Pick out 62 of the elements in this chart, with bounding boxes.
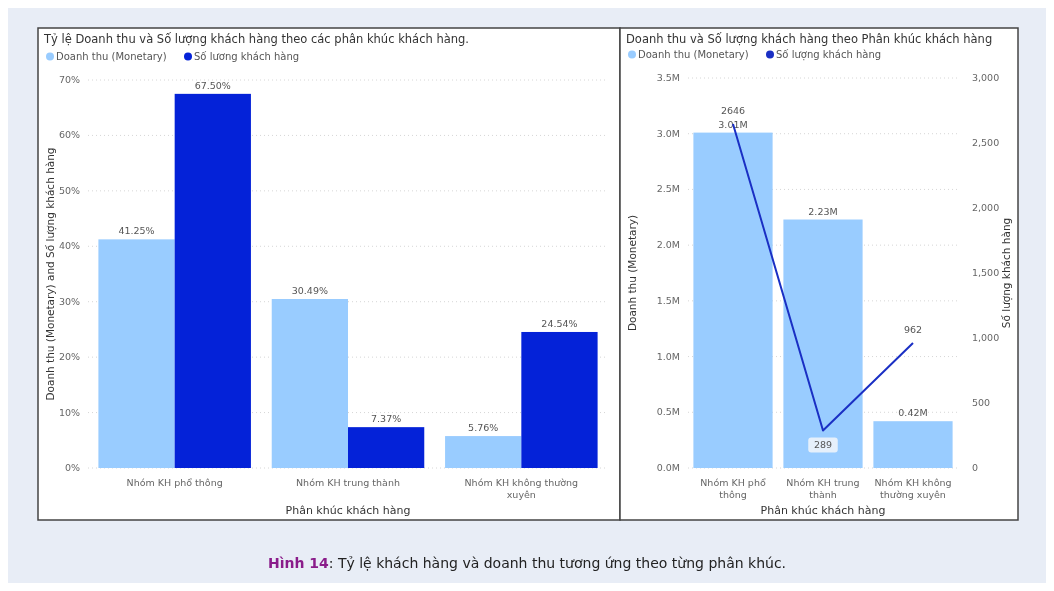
y-tick-label: 10%: [58, 406, 80, 418]
y-tick-label: 60%: [58, 129, 80, 141]
chart-title: Tỷ lệ Doanh thu và Số lượng khách hàng theo các phân khúc khách hàng.: [43, 32, 469, 46]
legend-label: Số lương khách hàng: [194, 51, 300, 62]
y-tick-label: 70%: [58, 74, 80, 85]
y2-tick-label: 2,000: [972, 202, 1000, 213]
chart-title: Doanh thu và Số lượng khách hàng theo Phân khúc khách hàng: [626, 32, 993, 46]
x-axis-title: Phân khúc khách hàng: [760, 504, 886, 517]
y2-tick-label: 0: [972, 462, 979, 473]
y2-tick-label: 500: [972, 397, 991, 408]
bar: [873, 421, 953, 468]
bar: [271, 299, 348, 468]
y-tick-label: 2.5M: [656, 183, 680, 195]
x-tick-label: Nhóm KH trung thành: [786, 477, 860, 500]
y-tick-label: 0.5M: [656, 406, 680, 418]
data-label: 24.54%: [541, 317, 578, 329]
bar: [174, 93, 251, 468]
x-tick-label: Nhóm KH không thường xuyên: [464, 477, 579, 500]
data-label: 5.76%: [468, 422, 499, 434]
x-tick-label: Nhóm KH phổ thông: [700, 477, 766, 500]
legend-label: Doanh thu (Monetary): [638, 49, 749, 60]
y-tick-label: 3.5M: [656, 72, 680, 83]
bar: [783, 219, 863, 468]
y-axis-title: Doanh thu (Monetary): [626, 214, 638, 332]
data-label: 2646: [720, 105, 746, 117]
y-axis-title: Doanh thu (Monetary) and Số lượng khách hàng: [44, 147, 57, 401]
text: Hình 14: Tỷ lệ khách hàng và doanh thu tương ứng theo từng phân khúc.: [267, 555, 787, 571]
y2-tick-label: 1,000: [972, 332, 1000, 343]
y2-axis-title: Số lượng khách hàng: [1000, 217, 1013, 329]
y-tick-label: 0%: [64, 462, 80, 473]
y-tick-label: 2.0M: [656, 239, 680, 251]
legend-label: Số lượng khách hàng: [776, 49, 882, 61]
x-tick-label: Nhóm KH không thường xuyên: [874, 477, 952, 500]
bar: [693, 132, 773, 468]
y-tick-label: 0.0M: [656, 462, 680, 473]
y2-tick-label: 1,500: [972, 267, 1000, 278]
data-label: 7.37%: [371, 413, 402, 425]
data-label: 3.01M: [718, 118, 748, 130]
data-label: 41.25%: [118, 225, 155, 237]
legend-label: Doanh thu (Monetary): [56, 51, 167, 62]
x-axis-title: Phân khúc khách hàng: [285, 504, 411, 517]
y-tick-label: 50%: [58, 184, 80, 196]
bar: [521, 331, 598, 468]
bar: [348, 427, 425, 468]
x-tick-label: Nhóm KH phổ thông: [126, 477, 223, 488]
data-label: 289: [813, 439, 833, 451]
x-tick-label: Nhóm KH trung thành: [296, 477, 400, 488]
y-tick-label: 20%: [58, 351, 80, 363]
data-label: 67.50%: [194, 79, 231, 91]
bar: [445, 436, 522, 468]
y-tick-label: 3.0M: [656, 127, 680, 139]
y-tick-label: 1.0M: [656, 350, 680, 362]
data-label: 962: [903, 323, 923, 335]
y-tick-label: 1.5M: [656, 294, 680, 306]
data-label: 2.23M: [808, 205, 838, 217]
y-tick-label: 30%: [58, 295, 80, 307]
y-tick-label: 40%: [58, 240, 80, 252]
y2-tick-label: 3,000: [972, 72, 1000, 83]
data-label: 0.42M: [898, 407, 928, 419]
data-label: 30.49%: [291, 285, 328, 296]
y2-tick-label: 2,500: [972, 137, 1000, 148]
bar: [98, 239, 175, 468]
